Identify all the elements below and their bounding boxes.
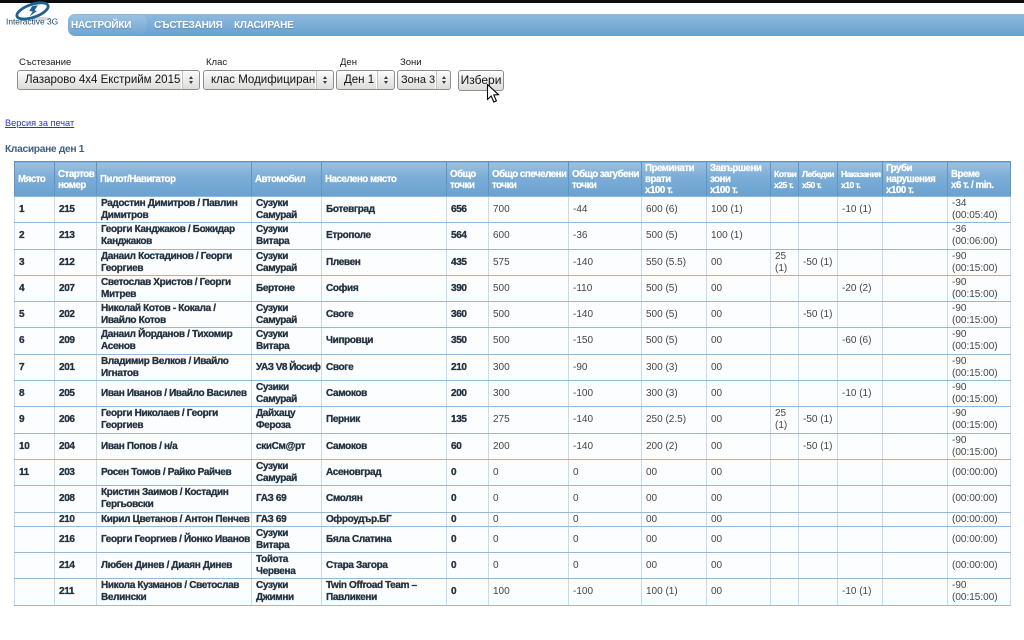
svg-text:Interactive 3G: Interactive 3G [6, 17, 58, 27]
